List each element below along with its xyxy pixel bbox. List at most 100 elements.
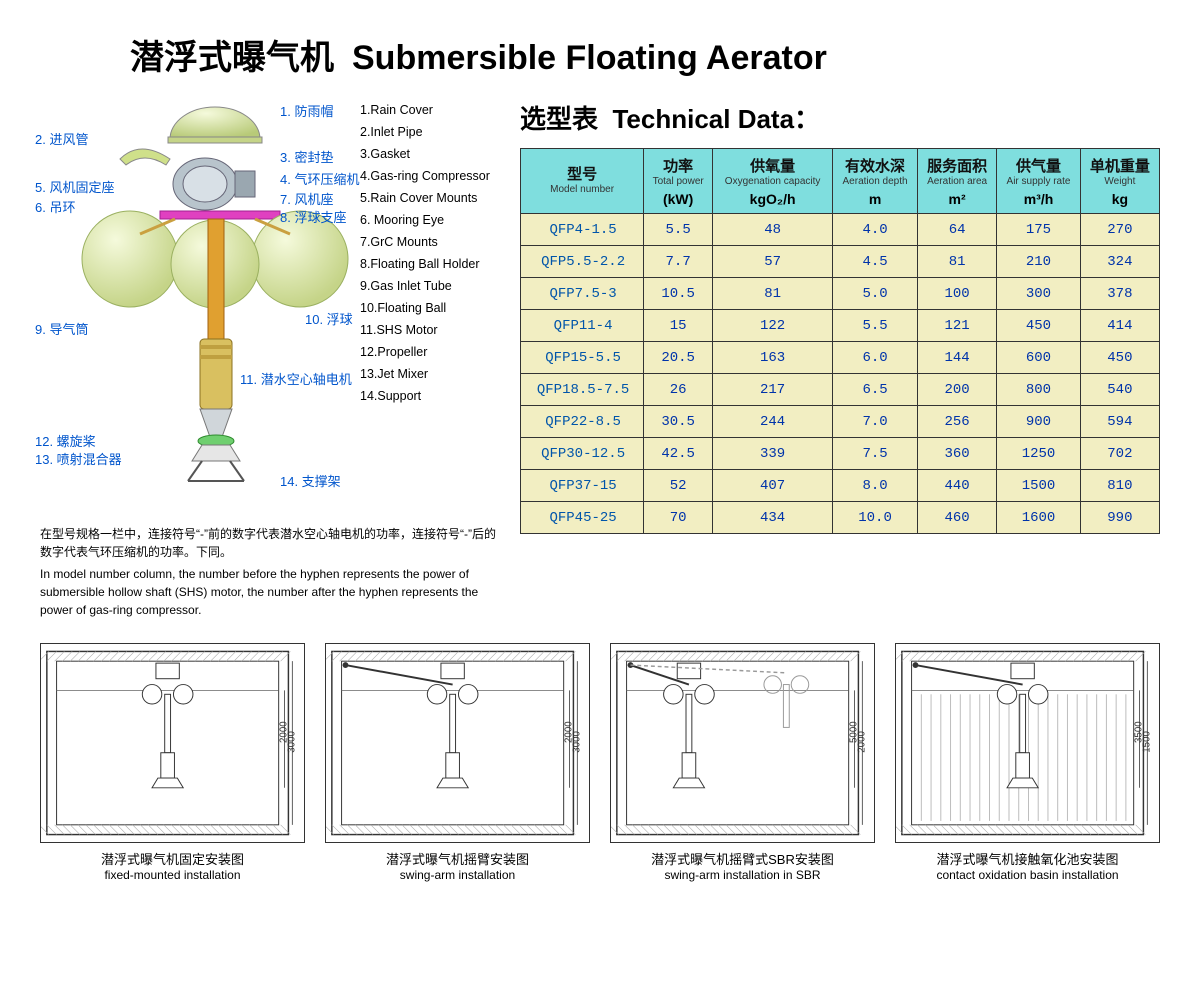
- callout-5: 5. 风机固定座: [35, 177, 114, 196]
- data-cell: 64: [918, 214, 997, 246]
- data-cell: 10.0: [833, 502, 918, 534]
- legend-en-13: 13.Jet Mixer: [360, 363, 490, 385]
- legend-english: 1.Rain Cover2.Inlet Pipe3.Gasket4.Gas-ri…: [360, 99, 490, 407]
- data-cell: 5.5: [833, 310, 918, 342]
- data-cell: 378: [1080, 278, 1159, 310]
- callout-4: 4. 气环压缩机: [280, 169, 359, 188]
- data-cell: 1600: [997, 502, 1081, 534]
- install-caption-cn: 潜浮式曝气机固定安装图: [40, 849, 305, 868]
- col-header-6: 单机重量Weightkg: [1080, 149, 1159, 214]
- data-cell: 990: [1080, 502, 1159, 534]
- data-cell: 121: [918, 310, 997, 342]
- install-caption-cn: 潜浮式曝气机摇臂安装图: [325, 849, 590, 868]
- table-row: QFP15-5.520.51636.0144600450: [521, 342, 1160, 374]
- legend-en-10: 10.Floating Ball: [360, 297, 490, 319]
- table-row: QFP37-15524078.04401500810: [521, 470, 1160, 502]
- col-header-5: 供气量Air supply ratem³/h: [997, 149, 1081, 214]
- install-drawing: 35001500: [895, 643, 1160, 843]
- callout-3: 3. 密封垫: [280, 147, 333, 166]
- svg-text:2000: 2000: [856, 730, 867, 752]
- data-cell: 800: [997, 374, 1081, 406]
- data-cell: 6.0: [833, 342, 918, 374]
- data-cell: 70: [644, 502, 713, 534]
- model-note-cn: 在型号规格一栏中，连接符号“-”前的数字代表潜水空心轴电机的功率，连接符号“-”…: [40, 525, 500, 561]
- data-cell: 360: [918, 438, 997, 470]
- data-cell: 81: [918, 246, 997, 278]
- col-header-0: 型号Model number: [521, 149, 644, 214]
- legend-en-11: 11.SHS Motor: [360, 319, 490, 341]
- data-cell: 440: [918, 470, 997, 502]
- col-header-4: 服务面积Aeration aream²: [918, 149, 997, 214]
- legend-en-12: 12.Propeller: [360, 341, 490, 363]
- install-caption-en: contact oxidation basin installation: [895, 868, 1160, 882]
- model-cell: QFP4-1.5: [521, 214, 644, 246]
- legend-en-2: 2.Inlet Pipe: [360, 121, 490, 143]
- table-row: QFP45-257043410.04601600990: [521, 502, 1160, 534]
- data-cell: 1250: [997, 438, 1081, 470]
- install-caption-en: swing-arm installation in SBR: [610, 868, 875, 882]
- data-cell: 81: [713, 278, 833, 310]
- data-cell: 339: [713, 438, 833, 470]
- data-cell: 144: [918, 342, 997, 374]
- data-cell: 175: [997, 214, 1081, 246]
- data-cell: 7.0: [833, 406, 918, 438]
- data-cell: 122: [713, 310, 833, 342]
- data-cell: 42.5: [644, 438, 713, 470]
- model-cell: QFP18.5-7.5: [521, 374, 644, 406]
- data-cell: 4.5: [833, 246, 918, 278]
- legend-en-3: 3.Gasket: [360, 143, 490, 165]
- table-row: QFP11-4151225.5121450414: [521, 310, 1160, 342]
- install-drawing: 20003000: [325, 643, 590, 843]
- callout-7: 7. 风机座: [280, 189, 333, 208]
- install-figure-1: 20003000 潜浮式曝气机摇臂安装图swing-arm installatio…: [325, 643, 590, 882]
- data-cell: 810: [1080, 470, 1159, 502]
- table-row: QFP5.5-2.27.7574.581210324: [521, 246, 1160, 278]
- install-drawing: 20003000: [40, 643, 305, 843]
- data-cell: 594: [1080, 406, 1159, 438]
- data-cell: 540: [1080, 374, 1159, 406]
- data-cell: 20.5: [644, 342, 713, 374]
- data-cell: 1500: [997, 470, 1081, 502]
- table-row: QFP4-1.55.5484.064175270: [521, 214, 1160, 246]
- data-cell: 414: [1080, 310, 1159, 342]
- svg-text:3000: 3000: [571, 730, 582, 752]
- install-caption-en: swing-arm installation: [325, 868, 590, 882]
- data-cell: 6.5: [833, 374, 918, 406]
- install-caption-cn: 潜浮式曝气机接触氧化池安装图: [895, 849, 1160, 868]
- data-cell: 30.5: [644, 406, 713, 438]
- col-header-2: 供氧量Oxygenation capacitykgO₂/h: [713, 149, 833, 214]
- legend-en-9: 9.Gas Inlet Tube: [360, 275, 490, 297]
- model-cell: QFP5.5-2.2: [521, 246, 644, 278]
- model-cell: QFP30-12.5: [521, 438, 644, 470]
- data-cell: 434: [713, 502, 833, 534]
- data-cell: 15: [644, 310, 713, 342]
- model-cell: QFP37-15: [521, 470, 644, 502]
- data-cell: 52: [644, 470, 713, 502]
- install-figure-3: 35001500 潜浮式曝气机接触氧化池安装图contact oxidation …: [895, 643, 1160, 882]
- data-cell: 407: [713, 470, 833, 502]
- data-cell: 7.7: [644, 246, 713, 278]
- data-cell: 8.0: [833, 470, 918, 502]
- install-caption-cn: 潜浮式曝气机摇臂式SBR安装图: [610, 849, 875, 868]
- col-header-3: 有效水深Aeration depthm: [833, 149, 918, 214]
- data-cell: 163: [713, 342, 833, 374]
- title-cn: 潜浮式曝气机: [130, 30, 334, 79]
- install-caption-en: fixed-mounted installation: [40, 868, 305, 882]
- legend-en-5: 5.Rain Cover Mounts: [360, 187, 490, 209]
- data-cell: 256: [918, 406, 997, 438]
- svg-text:1500: 1500: [1141, 730, 1152, 752]
- model-cell: QFP11-4: [521, 310, 644, 342]
- installation-drawings: 20003000潜浮式曝气机固定安装图fixed-mounted install…: [40, 643, 1160, 882]
- data-cell: 217: [713, 374, 833, 406]
- callout-11: 11. 潜水空心轴电机: [240, 369, 352, 388]
- data-cell: 270: [1080, 214, 1159, 246]
- col-header-1: 功率Total power(kW): [644, 149, 713, 214]
- model-cell: QFP15-5.5: [521, 342, 644, 374]
- legend-en-6: 6. Mooring Eye: [360, 209, 490, 231]
- data-cell: 300: [997, 278, 1081, 310]
- table-row: QFP7.5-310.5815.0100300378: [521, 278, 1160, 310]
- data-cell: 57: [713, 246, 833, 278]
- data-cell: 4.0: [833, 214, 918, 246]
- model-cell: QFP7.5-3: [521, 278, 644, 310]
- data-cell: 460: [918, 502, 997, 534]
